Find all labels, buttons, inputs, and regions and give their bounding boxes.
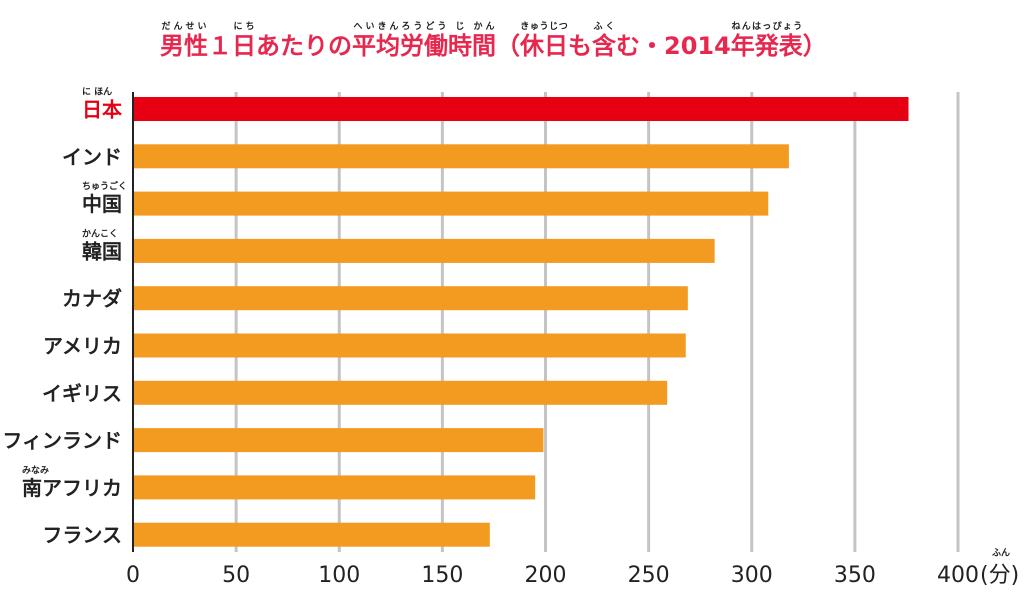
title-text: 日: [232, 32, 256, 60]
bar: [133, 428, 544, 453]
category-label: フランス: [42, 523, 122, 547]
bar: [133, 333, 686, 358]
category-label: 韓国: [82, 239, 122, 263]
category-reading: かんこく: [82, 228, 118, 239]
title-ruby: 含ふく: [592, 22, 616, 60]
bar: [133, 144, 789, 169]
category-label: 南アフリカ: [22, 476, 122, 500]
bar: [133, 238, 715, 263]
x-tick-label: 50: [222, 563, 250, 588]
category-label: 日本: [82, 98, 122, 122]
title-ruby: 日にち: [232, 22, 256, 60]
title-text: あたりの: [256, 32, 352, 60]
title-text: 年発表: [730, 32, 803, 60]
category-reading: みなみ: [22, 465, 49, 476]
unit-label: (分): [980, 563, 1019, 588]
title-reading: だんせい: [160, 22, 208, 32]
title-reading: へいきんろうどう じ かん: [352, 22, 496, 32]
title-text: （: [496, 32, 520, 60]
category-reading: に ほん: [82, 87, 112, 98]
title-text: 休日: [520, 32, 568, 60]
x-tick-label: 0: [126, 563, 140, 588]
x-tick-label: 300: [731, 563, 773, 588]
title-text: ）: [802, 32, 827, 60]
x-tick-label: 200: [525, 563, 567, 588]
title-text: １: [208, 32, 232, 60]
title-text: 平均労働時間: [352, 32, 496, 60]
bar: [133, 191, 769, 216]
bar: [133, 286, 688, 311]
bar: [133, 380, 668, 405]
title-ruby: 男性だんせい: [160, 22, 208, 60]
x-tick-label: 250: [628, 563, 670, 588]
title-text: 含: [592, 32, 616, 60]
x-tick-label: 100: [318, 563, 360, 588]
category-label: アメリカ: [43, 334, 122, 358]
x-tick-label: 400: [937, 563, 979, 588]
title-ruby: 平均労働時間へいきんろうどう じ かん: [352, 22, 496, 60]
title-ruby: 休日きゅうじつ: [520, 22, 568, 60]
x-tick-label: 150: [421, 563, 463, 588]
title-text: 男性: [160, 32, 208, 60]
title-reading: にち: [232, 22, 256, 32]
chart-title: 男性だんせい１日にちあたりの平均労働時間へいきんろうどう じ かん（休日きゅうじ…: [160, 22, 827, 61]
bar: [133, 522, 490, 547]
title-text: む・2014: [616, 32, 731, 60]
unit-reading: ふん: [992, 548, 1010, 559]
title-reading: ねんはっぴょう: [730, 22, 803, 32]
category-label: 中国: [82, 192, 122, 216]
bar: [133, 475, 536, 500]
category-label: イギリス: [42, 381, 122, 405]
title-reading: きゅうじつ: [520, 22, 568, 32]
x-tick-label: 350: [834, 563, 876, 588]
title-ruby: 年発表ねんはっぴょう: [730, 22, 803, 60]
title-text: も: [568, 32, 592, 60]
category-label: インド: [62, 145, 122, 169]
bar: [133, 97, 909, 121]
category-label: フィンランド: [2, 429, 122, 453]
category-reading: ちゅうごく: [82, 180, 127, 192]
title-reading: ふく: [592, 22, 616, 32]
category-label: カナダ: [62, 287, 122, 311]
